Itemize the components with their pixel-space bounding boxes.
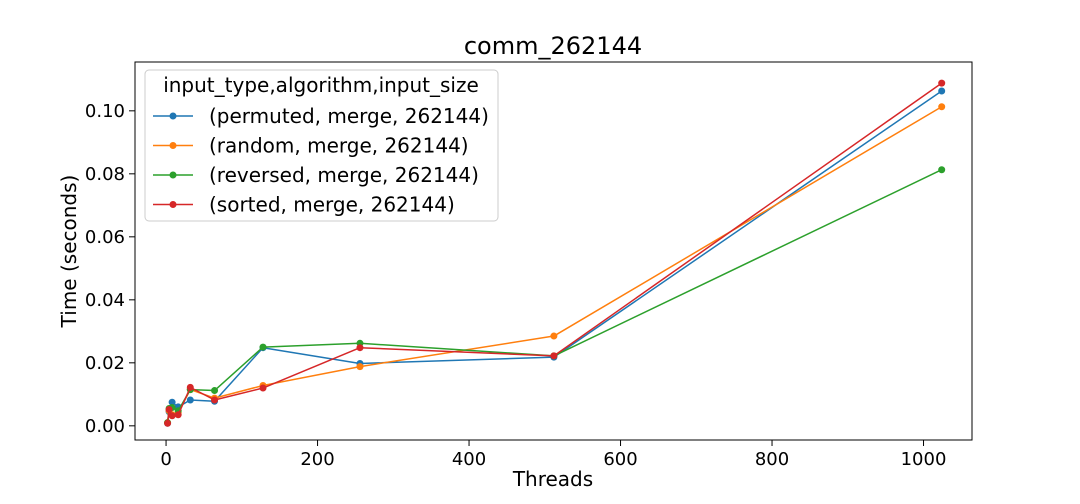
x-tick-label: 1000 xyxy=(901,449,947,470)
data-point xyxy=(174,411,182,419)
x-tick-label: 400 xyxy=(452,449,486,470)
x-tick-label: 800 xyxy=(755,449,789,470)
data-point xyxy=(938,79,946,87)
series-3 xyxy=(164,79,946,427)
plot-frame xyxy=(134,61,973,441)
legend-swatch-marker xyxy=(169,112,177,120)
x-tick-label: 0 xyxy=(160,449,171,470)
legend: input_type,algorithm,input_size (permute… xyxy=(144,69,499,222)
legend-title: input_type,algorithm,input_size xyxy=(163,73,479,97)
y-tick-label: 0.06 xyxy=(85,227,125,248)
legend-swatch-marker xyxy=(169,171,177,179)
data-point xyxy=(165,405,173,413)
y-tick-label: 0.10 xyxy=(85,101,125,122)
data-point xyxy=(356,344,364,352)
series-layer xyxy=(164,79,946,427)
data-point xyxy=(168,412,176,420)
y-tick-label: 0.00 xyxy=(85,416,125,437)
y-tick-label: 0.08 xyxy=(85,164,125,185)
legend-swatch-marker xyxy=(169,201,177,208)
data-point xyxy=(356,363,364,371)
legend-label: (sorted, merge, 262144) xyxy=(209,193,455,217)
legend-label: (random, merge, 262144) xyxy=(209,134,469,158)
data-point xyxy=(259,384,267,392)
legend-item: (reversed, merge, 262144) xyxy=(153,163,479,187)
legend-item: (permuted, merge, 262144) xyxy=(153,104,489,128)
legend-item: (random, merge, 262144) xyxy=(153,134,469,158)
legend-box xyxy=(144,69,499,222)
legend-label: (reversed, merge, 262144) xyxy=(209,163,479,187)
legend-swatch-marker xyxy=(169,142,177,149)
data-point xyxy=(938,166,946,174)
data-point xyxy=(259,343,267,351)
data-point xyxy=(168,398,176,406)
data-point xyxy=(938,103,946,111)
data-point xyxy=(164,419,172,427)
legend-item: (sorted, merge, 262144) xyxy=(153,193,455,217)
legend-label: (permuted, merge, 262144) xyxy=(209,104,489,128)
x-tick-label: 200 xyxy=(300,449,334,470)
axes: 0 200 400 600 800 1000 0.00 0.02 0.04 0.06 0.08 0.1… xyxy=(85,61,973,470)
data-point xyxy=(211,396,219,404)
data-point xyxy=(211,387,219,395)
x-axis-title: Threads xyxy=(512,467,593,491)
y-tick-label: 0.04 xyxy=(85,290,125,311)
data-point xyxy=(186,396,194,404)
x-tick-label: 600 xyxy=(603,449,637,470)
data-point xyxy=(938,87,946,95)
y-axis-title: Time (seconds) xyxy=(57,175,81,329)
chart-title: comm_262144 xyxy=(464,32,642,60)
data-point xyxy=(550,332,558,340)
data-point xyxy=(186,383,194,391)
y-tick-label: 0.02 xyxy=(85,353,125,374)
data-point xyxy=(550,352,558,360)
